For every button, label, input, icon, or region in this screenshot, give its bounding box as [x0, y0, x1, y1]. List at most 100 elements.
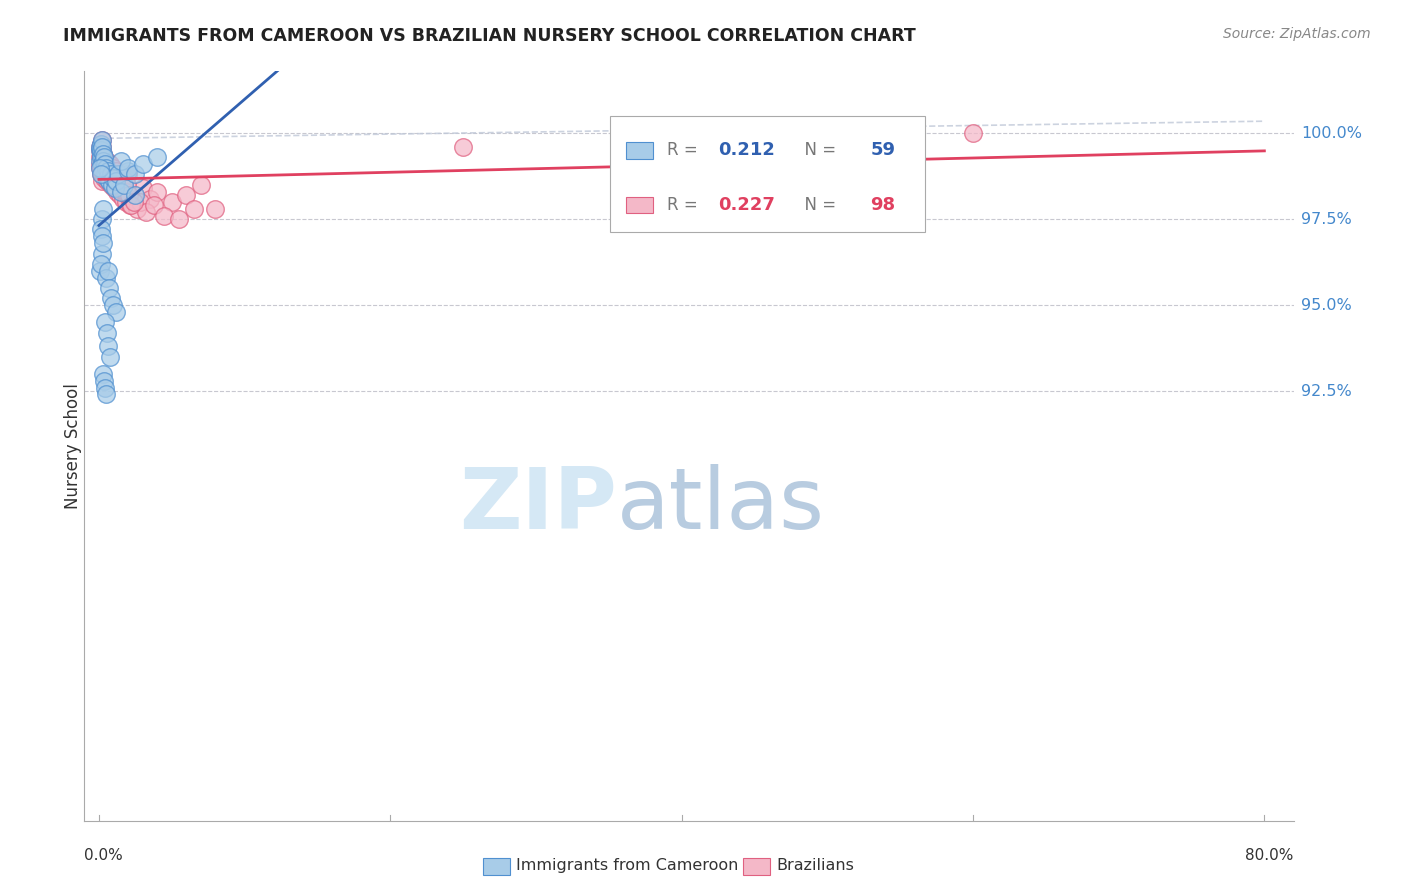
Point: [94, 157, 117, 171]
Point: [104, 170, 127, 185]
Point: [90, 153, 112, 168]
Point: [120, 198, 142, 212]
Point: [91, 164, 114, 178]
Point: [153, 209, 176, 223]
Point: [90, 229, 112, 244]
Point: [100, 174, 122, 188]
Point: [139, 192, 162, 206]
Point: [96, 174, 118, 188]
Point: [96, 170, 118, 185]
Point: [90, 168, 112, 182]
Point: [91, 146, 114, 161]
Point: [90, 144, 112, 158]
Text: 0.227: 0.227: [718, 196, 775, 214]
Text: Immigrants from Cameroon: Immigrants from Cameroon: [516, 858, 738, 873]
Point: [90, 133, 112, 147]
Point: [90, 157, 112, 171]
Point: [131, 181, 153, 195]
Point: [117, 161, 139, 175]
FancyBboxPatch shape: [610, 116, 925, 233]
Point: [89, 157, 111, 171]
Point: [117, 178, 139, 192]
Text: 0.0%: 0.0%: [84, 848, 124, 863]
Point: [100, 168, 122, 182]
Point: [94, 157, 117, 171]
Point: [146, 150, 169, 164]
FancyBboxPatch shape: [626, 196, 652, 213]
Point: [105, 174, 128, 188]
Point: [112, 185, 135, 199]
Point: [96, 326, 118, 340]
Point: [101, 161, 124, 175]
Text: 92.5%: 92.5%: [1301, 384, 1351, 399]
Text: 80.0%: 80.0%: [1246, 848, 1294, 863]
Point: [107, 168, 129, 182]
Point: [91, 146, 114, 161]
Point: [117, 168, 139, 182]
Point: [962, 126, 984, 140]
Point: [176, 188, 198, 202]
Point: [90, 150, 112, 164]
Point: [112, 181, 135, 195]
Point: [91, 246, 114, 260]
Point: [112, 178, 135, 192]
Point: [91, 150, 114, 164]
Point: [90, 168, 112, 182]
Text: R =: R =: [668, 196, 703, 214]
Point: [104, 164, 127, 178]
Point: [91, 161, 114, 175]
Point: [105, 305, 128, 319]
Point: [90, 164, 112, 178]
Point: [124, 188, 146, 202]
Point: [110, 181, 132, 195]
Point: [114, 174, 136, 188]
Point: [98, 164, 121, 178]
Point: [111, 170, 134, 185]
Point: [90, 222, 112, 236]
Point: [98, 281, 121, 295]
Point: [107, 168, 129, 182]
Point: [103, 181, 125, 195]
Point: [94, 380, 117, 394]
Point: [94, 315, 117, 329]
Point: [97, 164, 120, 178]
Point: [91, 140, 114, 154]
Point: [91, 367, 114, 381]
Text: N =: N =: [794, 142, 842, 160]
Point: [108, 188, 131, 202]
Point: [97, 263, 120, 277]
Point: [124, 188, 146, 202]
Point: [118, 188, 141, 202]
Y-axis label: Nursery School: Nursery School: [65, 383, 82, 509]
Point: [90, 144, 112, 158]
Point: [118, 198, 141, 212]
Point: [96, 161, 118, 175]
Text: R =: R =: [668, 142, 703, 160]
Point: [93, 153, 115, 168]
Point: [89, 140, 111, 154]
Point: [91, 153, 114, 168]
Point: [90, 157, 112, 171]
Point: [100, 168, 122, 182]
Point: [107, 174, 129, 188]
Point: [143, 198, 166, 212]
Point: [98, 157, 121, 171]
Point: [98, 174, 121, 188]
Text: 100.0%: 100.0%: [1301, 126, 1362, 141]
Point: [124, 168, 146, 182]
Point: [112, 178, 135, 192]
Point: [97, 170, 120, 185]
Text: 98: 98: [870, 196, 896, 214]
Point: [451, 140, 474, 154]
Point: [90, 257, 112, 271]
Point: [103, 170, 125, 185]
Point: [117, 164, 139, 178]
Point: [160, 194, 183, 209]
Text: N =: N =: [794, 196, 842, 214]
Point: [93, 374, 115, 388]
Point: [90, 212, 112, 227]
Point: [90, 136, 112, 151]
FancyBboxPatch shape: [626, 142, 652, 159]
Point: [90, 174, 112, 188]
Point: [89, 263, 111, 277]
